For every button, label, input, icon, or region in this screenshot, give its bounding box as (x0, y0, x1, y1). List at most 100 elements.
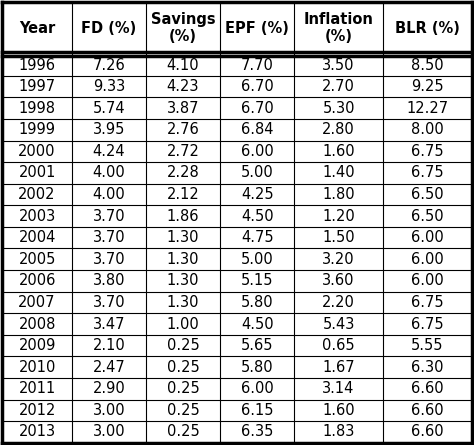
Text: 3.60: 3.60 (322, 273, 355, 288)
Text: 6.30: 6.30 (411, 360, 444, 375)
Text: 1.30: 1.30 (167, 252, 199, 267)
Text: 1.30: 1.30 (167, 273, 199, 288)
Text: 2008: 2008 (18, 316, 56, 332)
Text: 6.75: 6.75 (411, 316, 444, 332)
Text: 4.10: 4.10 (167, 57, 200, 73)
Text: 4.50: 4.50 (241, 209, 273, 223)
Text: 6.75: 6.75 (411, 295, 444, 310)
Text: 2005: 2005 (18, 252, 56, 267)
Text: 2.28: 2.28 (167, 166, 200, 180)
Text: 3.00: 3.00 (92, 403, 125, 418)
Text: 6.75: 6.75 (411, 144, 444, 159)
Text: 3.70: 3.70 (92, 252, 125, 267)
Text: 2003: 2003 (18, 209, 56, 223)
Text: 3.70: 3.70 (92, 295, 125, 310)
Text: 3.47: 3.47 (92, 316, 125, 332)
Text: 5.80: 5.80 (241, 295, 273, 310)
Text: 1.60: 1.60 (322, 144, 355, 159)
Text: 0.25: 0.25 (167, 338, 200, 353)
Text: 2.70: 2.70 (322, 79, 355, 94)
Text: 8.00: 8.00 (411, 122, 444, 137)
Text: 5.80: 5.80 (241, 360, 273, 375)
Text: 6.15: 6.15 (241, 403, 273, 418)
Text: 5.65: 5.65 (241, 338, 273, 353)
Text: 1.50: 1.50 (322, 230, 355, 245)
Text: 1.20: 1.20 (322, 209, 355, 223)
Text: 1998: 1998 (18, 101, 55, 116)
Text: 2009: 2009 (18, 338, 56, 353)
Text: 7.70: 7.70 (241, 57, 273, 73)
Text: 3.14: 3.14 (322, 381, 355, 396)
Text: 3.87: 3.87 (167, 101, 199, 116)
Text: 5.00: 5.00 (241, 252, 273, 267)
Text: 5.43: 5.43 (322, 316, 355, 332)
Text: 5.00: 5.00 (241, 166, 273, 180)
Text: 0.25: 0.25 (167, 403, 200, 418)
Text: 3.80: 3.80 (92, 273, 125, 288)
Text: 6.60: 6.60 (411, 425, 444, 440)
Text: 4.23: 4.23 (167, 79, 199, 94)
Text: 5.15: 5.15 (241, 273, 273, 288)
Text: 1999: 1999 (18, 122, 55, 137)
Text: 3.20: 3.20 (322, 252, 355, 267)
Text: 3.95: 3.95 (93, 122, 125, 137)
Text: BLR (%): BLR (%) (395, 21, 460, 36)
Text: 1.67: 1.67 (322, 360, 355, 375)
Text: 3.00: 3.00 (92, 425, 125, 440)
Text: 2012: 2012 (18, 403, 56, 418)
Text: 2013: 2013 (18, 425, 55, 440)
Text: 0.65: 0.65 (322, 338, 355, 353)
Text: 6.84: 6.84 (241, 122, 273, 137)
Text: Savings
(%): Savings (%) (151, 12, 215, 45)
Text: 4.75: 4.75 (241, 230, 273, 245)
Text: 1.86: 1.86 (167, 209, 199, 223)
Text: 12.27: 12.27 (406, 101, 448, 116)
Text: FD (%): FD (%) (81, 21, 137, 36)
Text: 6.00: 6.00 (411, 230, 444, 245)
Text: 8.50: 8.50 (411, 57, 444, 73)
Text: 1.00: 1.00 (167, 316, 200, 332)
Text: 2007: 2007 (18, 295, 56, 310)
Text: 1.40: 1.40 (322, 166, 355, 180)
Text: 3.50: 3.50 (322, 57, 355, 73)
Text: 4.00: 4.00 (92, 187, 125, 202)
Text: 2.20: 2.20 (322, 295, 355, 310)
Text: 2.80: 2.80 (322, 122, 355, 137)
Text: 0.25: 0.25 (167, 381, 200, 396)
Text: 1.83: 1.83 (322, 425, 355, 440)
Text: 6.35: 6.35 (241, 425, 273, 440)
Text: 2001: 2001 (18, 166, 56, 180)
Text: 3.70: 3.70 (92, 209, 125, 223)
Text: EPF (%): EPF (%) (225, 21, 289, 36)
Text: 5.55: 5.55 (411, 338, 444, 353)
Text: 2.76: 2.76 (167, 122, 200, 137)
Text: 9.33: 9.33 (93, 79, 125, 94)
Text: 1.60: 1.60 (322, 403, 355, 418)
Text: 6.60: 6.60 (411, 403, 444, 418)
Text: 6.50: 6.50 (411, 209, 444, 223)
Text: 2011: 2011 (18, 381, 56, 396)
Text: 1.30: 1.30 (167, 295, 199, 310)
Text: 6.00: 6.00 (241, 144, 273, 159)
Text: 2.72: 2.72 (166, 144, 200, 159)
Text: 6.00: 6.00 (411, 252, 444, 267)
Text: 5.74: 5.74 (92, 101, 125, 116)
Text: 4.50: 4.50 (241, 316, 273, 332)
Text: 9.25: 9.25 (411, 79, 444, 94)
Text: 2002: 2002 (18, 187, 56, 202)
Text: Inflation
(%): Inflation (%) (304, 12, 374, 45)
Text: 2000: 2000 (18, 144, 56, 159)
Text: 1.80: 1.80 (322, 187, 355, 202)
Text: 6.60: 6.60 (411, 381, 444, 396)
Text: 6.50: 6.50 (411, 187, 444, 202)
Text: Year: Year (19, 21, 55, 36)
Text: 5.30: 5.30 (322, 101, 355, 116)
Text: 4.00: 4.00 (92, 166, 125, 180)
Text: 2.47: 2.47 (92, 360, 125, 375)
Text: 1.30: 1.30 (167, 230, 199, 245)
Text: 6.70: 6.70 (241, 101, 273, 116)
Text: 3.70: 3.70 (92, 230, 125, 245)
Text: 6.00: 6.00 (411, 273, 444, 288)
Text: 4.24: 4.24 (92, 144, 125, 159)
Text: 2004: 2004 (18, 230, 56, 245)
